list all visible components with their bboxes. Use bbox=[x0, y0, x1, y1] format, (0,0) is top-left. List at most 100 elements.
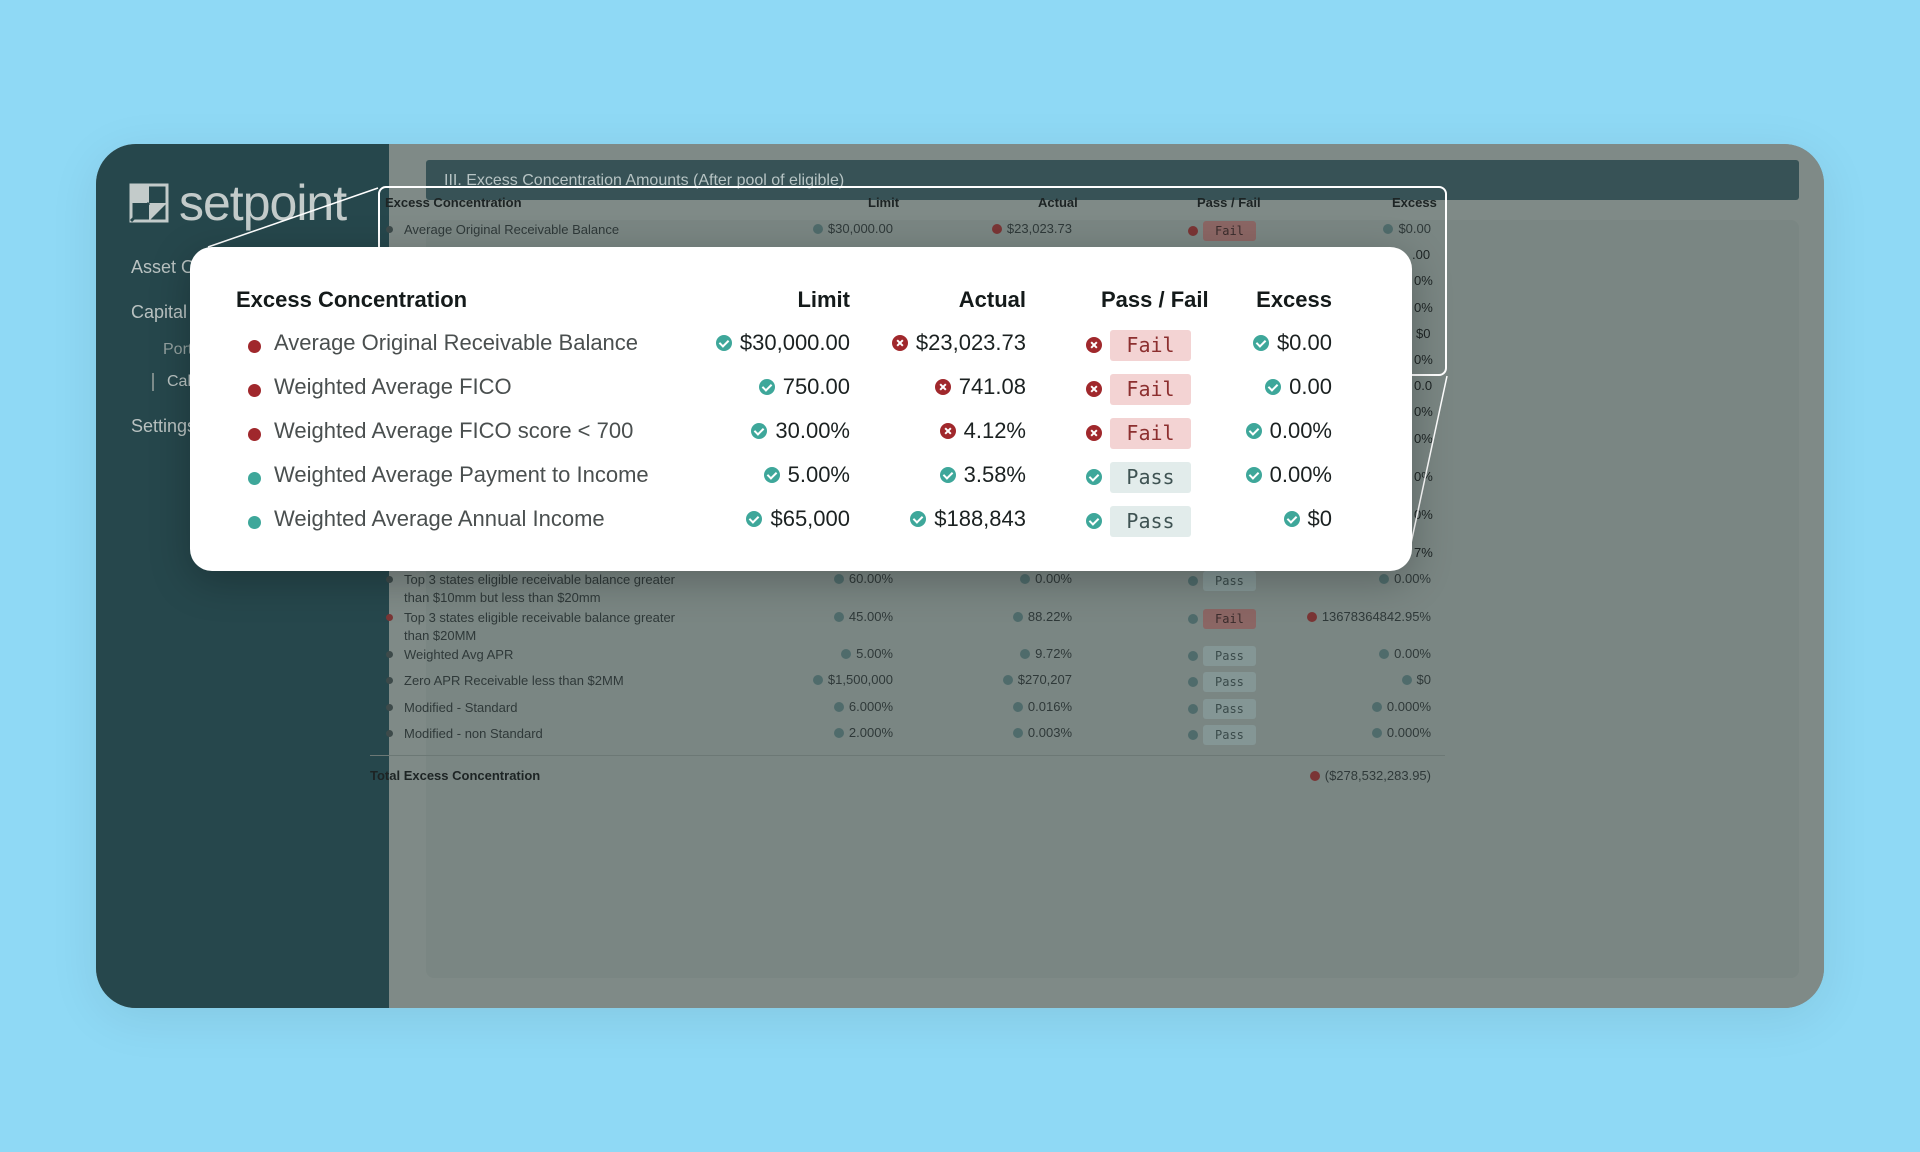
row-excess: 0.00% bbox=[1245, 462, 1332, 488]
table-row[interactable]: Zero APR Receivable less than $2MM $1,50… bbox=[0, 672, 1435, 702]
check-circle-icon bbox=[1371, 702, 1382, 712]
row-name: Weighted Avg APR bbox=[404, 647, 514, 662]
column-header-excess: Excess bbox=[1392, 195, 1437, 210]
column-header-name: Excess Concentration bbox=[385, 195, 522, 210]
sidebar-item-asset-os[interactable]: Asset OS bbox=[131, 257, 208, 277]
table-row[interactable]: Top 3 states eligible receivable balance… bbox=[0, 571, 1435, 605]
check-circle-icon bbox=[910, 511, 927, 527]
row-actual: $23,023.73 bbox=[991, 221, 1072, 236]
fragment: 0% bbox=[1414, 273, 1433, 288]
check-circle-icon bbox=[833, 702, 844, 712]
column-header-actual: Actual bbox=[1038, 195, 1078, 210]
check-circle-icon bbox=[1383, 224, 1394, 234]
fragment: $0 bbox=[1416, 326, 1431, 341]
check-circle-icon bbox=[1012, 728, 1023, 738]
row-result: Pass bbox=[1188, 672, 1256, 692]
row-name: Modified - Standard bbox=[404, 700, 518, 715]
status-dot bbox=[248, 428, 261, 441]
fragment: 7% bbox=[1414, 545, 1433, 560]
popup-row[interactable]: Weighted Average Annual Income $65,000 $… bbox=[190, 506, 1412, 550]
row-limit: 30.00% bbox=[751, 418, 850, 444]
row-result: Pass bbox=[1188, 725, 1256, 745]
check-circle-icon bbox=[1086, 513, 1102, 529]
status-dot bbox=[248, 472, 261, 485]
brand-logo[interactable]: setpoint bbox=[129, 178, 347, 228]
table-row[interactable]: Average Original Receivable Balance $30,… bbox=[0, 221, 1435, 251]
row-result: Pass bbox=[1188, 699, 1256, 719]
check-circle-icon bbox=[1371, 728, 1382, 738]
check-circle-icon bbox=[758, 379, 775, 395]
row-limit: $30,000.00 bbox=[715, 330, 850, 356]
column-header-pass-fail: Pass / Fail bbox=[1197, 195, 1261, 210]
row-excess: 0.00% bbox=[1245, 418, 1332, 444]
status-dot bbox=[386, 226, 393, 233]
row-actual: 741.08 bbox=[934, 374, 1026, 400]
x-circle-icon bbox=[1086, 337, 1102, 353]
row-limit: 6.000% bbox=[833, 699, 893, 714]
row-name: Weighted Average Annual Income bbox=[274, 506, 605, 531]
popup-header-name: Excess Concentration bbox=[236, 287, 468, 312]
row-actual: 4.12% bbox=[939, 418, 1026, 444]
check-circle-icon bbox=[1283, 511, 1300, 527]
check-circle-icon bbox=[812, 224, 823, 234]
row-excess: 0.00% bbox=[1379, 571, 1431, 586]
popup-header-actual: Actual bbox=[958, 287, 1026, 312]
check-circle-icon bbox=[1020, 649, 1031, 659]
table-row[interactable]: Modified - Standard 6.000% 0.016% Pass 0… bbox=[0, 699, 1435, 729]
table-divider bbox=[370, 755, 1445, 756]
popup-row[interactable]: Weighted Average FICO score < 700 30.00%… bbox=[190, 418, 1412, 462]
row-actual: $270,207 bbox=[1002, 672, 1072, 687]
table-row[interactable]: Weighted Avg APR 5.00% 9.72% Pass 0.00% bbox=[0, 646, 1435, 676]
row-name: Average Original Receivable Balance bbox=[404, 222, 620, 237]
check-circle-icon bbox=[1002, 675, 1013, 685]
row-name: Average Original Receivable Balance bbox=[274, 330, 639, 355]
row-actual: 0.016% bbox=[1012, 699, 1072, 714]
row-name: Zero APR Receivable less than $2MM bbox=[404, 673, 624, 688]
row-name: Weighted Average FICO bbox=[274, 374, 512, 399]
table-row[interactable]: Modified - non Standard 2.000% 0.003% Pa… bbox=[0, 725, 1435, 755]
status-dot bbox=[248, 340, 261, 353]
row-result: Pass bbox=[1086, 506, 1191, 537]
check-circle-icon bbox=[746, 511, 763, 527]
check-circle-icon bbox=[1245, 423, 1262, 439]
check-circle-icon bbox=[763, 467, 780, 483]
check-circle-icon bbox=[1379, 574, 1390, 584]
x-circle-icon bbox=[1306, 612, 1317, 622]
fragment: 0% bbox=[1414, 300, 1433, 315]
row-limit: $1,500,000 bbox=[812, 672, 893, 687]
row-result: Fail bbox=[1188, 609, 1256, 629]
check-circle-icon bbox=[1188, 704, 1198, 714]
popup-header-limit: Limit bbox=[797, 287, 850, 312]
row-actual: $188,843 bbox=[910, 506, 1026, 532]
section-title: III. Excess Concentration Amounts (After… bbox=[426, 160, 1799, 200]
status-badge: Pass bbox=[1203, 672, 1256, 692]
total-label: Total Excess Concentration bbox=[370, 768, 541, 783]
row-excess: $0.00 bbox=[1383, 221, 1431, 236]
check-circle-icon bbox=[751, 423, 768, 439]
popup-row[interactable]: Weighted Average FICO 750.00 741.08 Fail… bbox=[190, 374, 1412, 418]
status-badge: Pass bbox=[1203, 646, 1256, 666]
row-excess: 0.000% bbox=[1371, 699, 1431, 714]
row-actual: $23,023.73 bbox=[891, 330, 1026, 356]
check-circle-icon bbox=[715, 335, 732, 351]
row-excess: $0.00 bbox=[1252, 330, 1332, 356]
status-dot bbox=[248, 384, 261, 397]
popup-row[interactable]: Average Original Receivable Balance $30,… bbox=[190, 330, 1412, 374]
fragment: .00 bbox=[1412, 247, 1431, 262]
sidebar-item-settings[interactable]: Settings bbox=[131, 416, 197, 436]
check-circle-icon bbox=[1020, 574, 1031, 584]
check-circle-icon bbox=[1245, 467, 1262, 483]
row-name: Weighted Average Payment to Income bbox=[274, 462, 649, 487]
row-result: Fail bbox=[1086, 418, 1191, 449]
check-circle-icon bbox=[812, 675, 823, 685]
table-row[interactable]: Top 3 states eligible receivable balance… bbox=[0, 609, 1435, 643]
status-dot bbox=[386, 614, 393, 621]
popup-row[interactable]: Weighted Average Payment to Income 5.00%… bbox=[190, 462, 1412, 506]
fragment: 0% bbox=[1414, 431, 1433, 446]
x-circle-icon bbox=[1086, 425, 1102, 441]
row-limit: 45.00% bbox=[833, 609, 893, 624]
status-dot bbox=[386, 677, 393, 684]
row-excess: 13678364842.95% bbox=[1306, 609, 1431, 624]
row-result: Pass bbox=[1188, 571, 1256, 591]
popup-header-pass-fail: Pass / Fail bbox=[1101, 287, 1209, 312]
